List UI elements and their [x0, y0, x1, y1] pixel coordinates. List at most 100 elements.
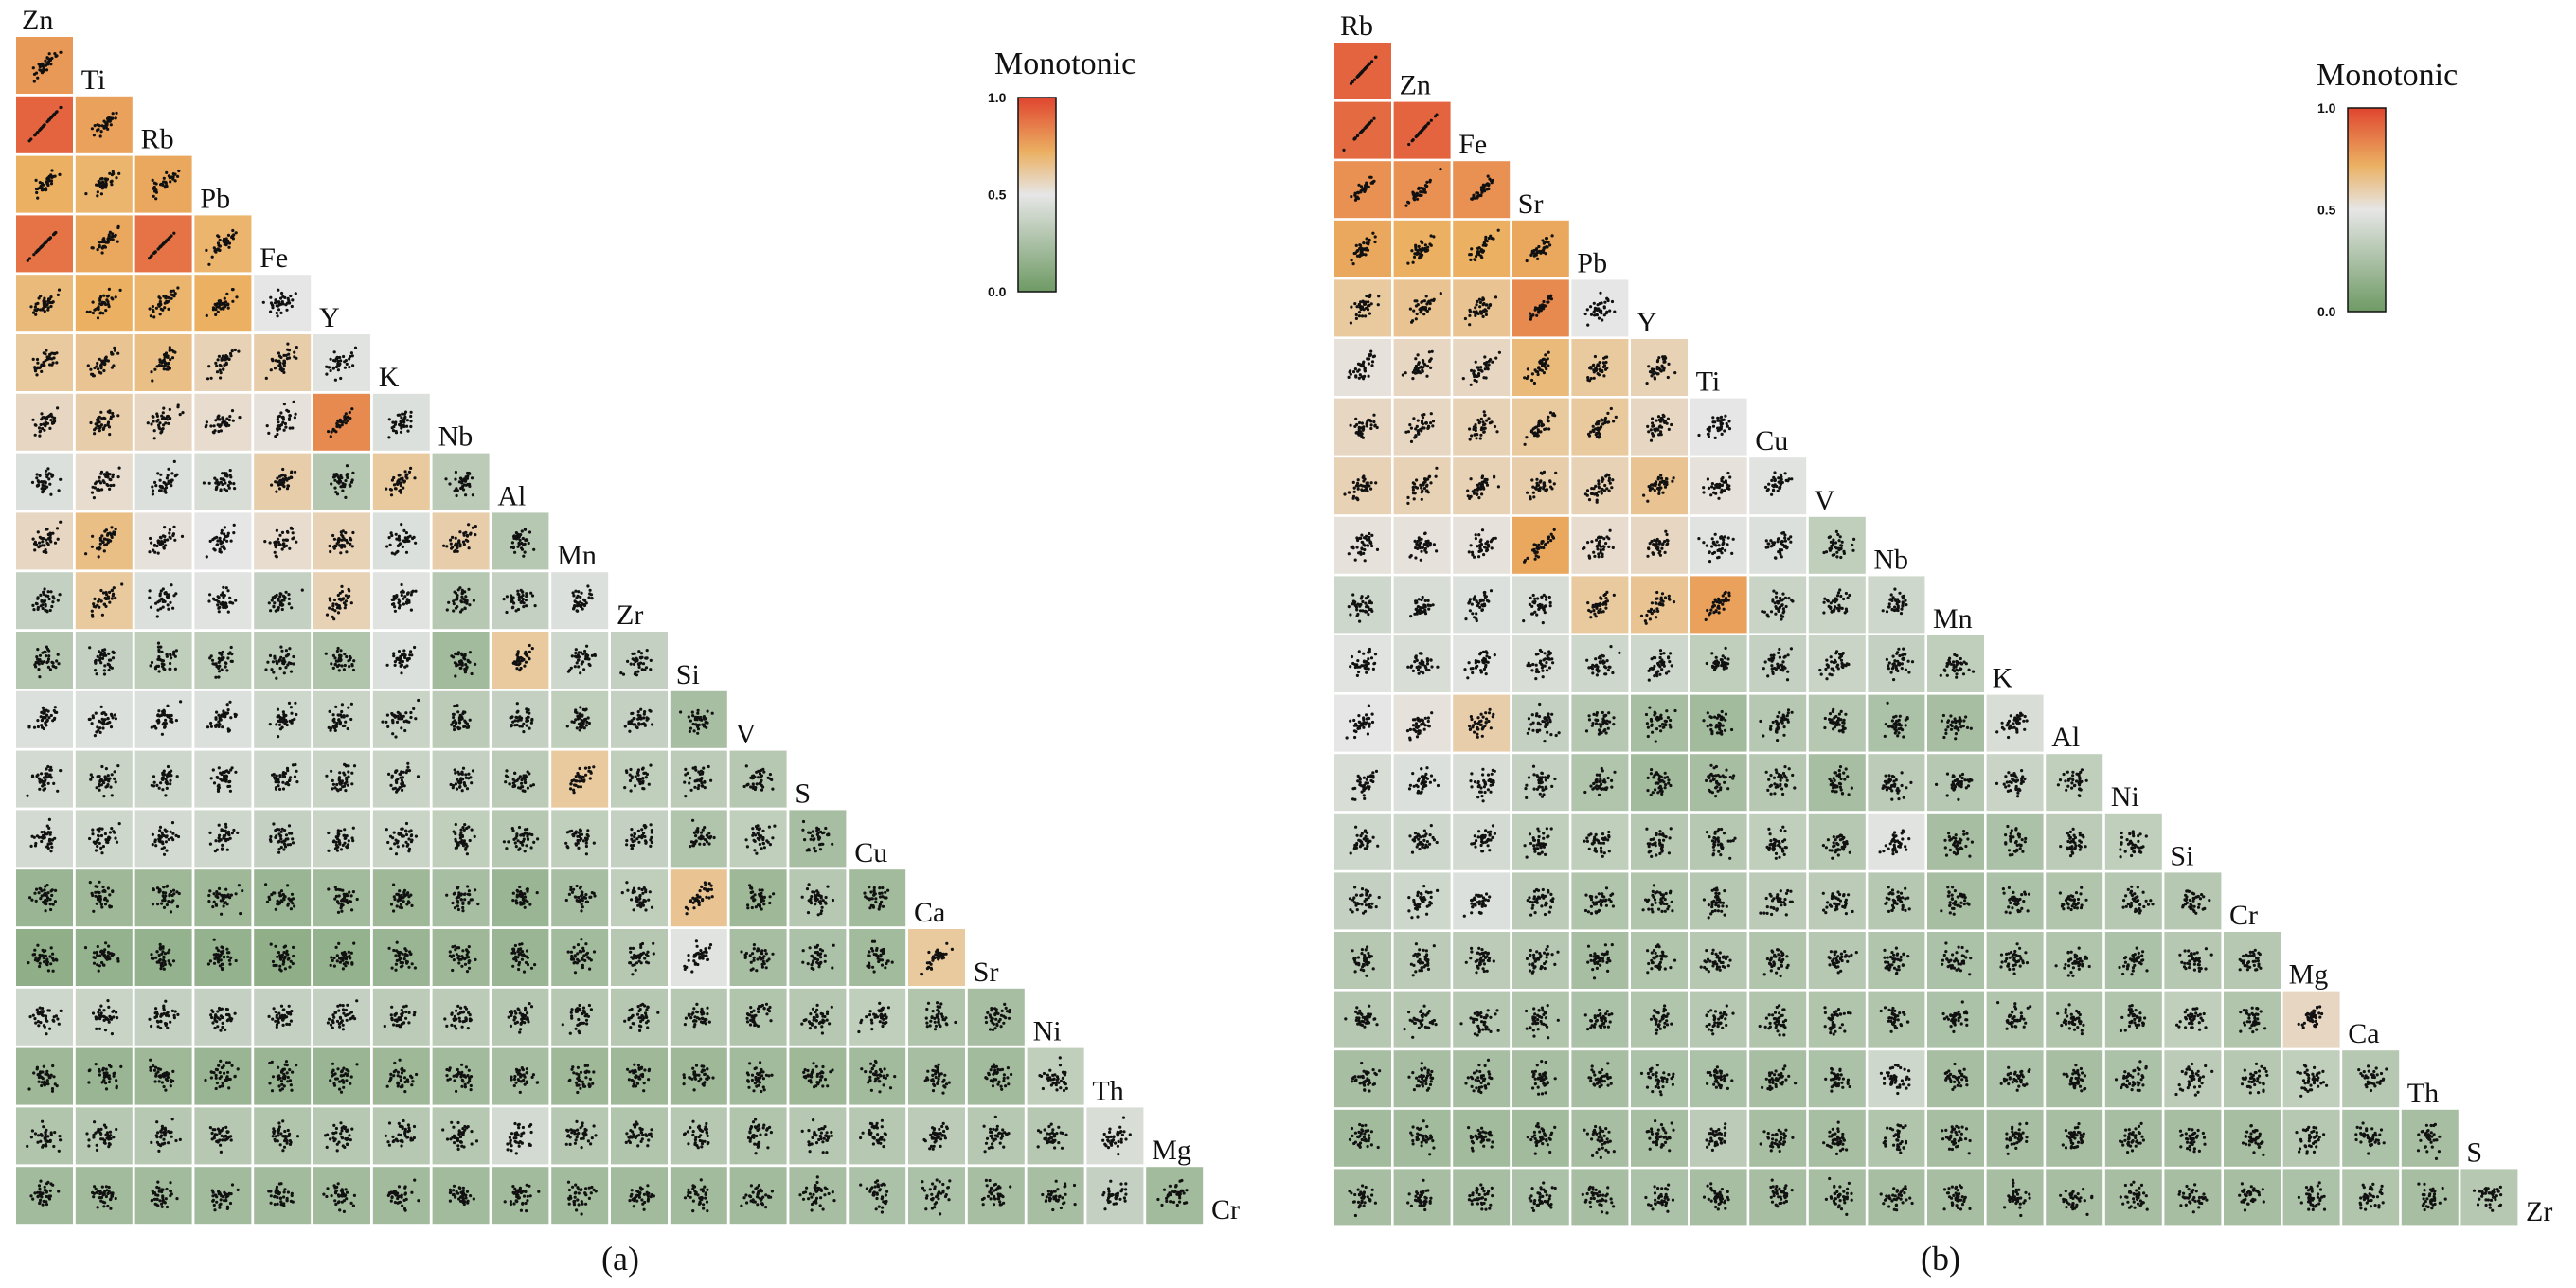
matrix-cell	[1393, 516, 1451, 574]
variable-label: Mn	[557, 540, 597, 571]
variable-label: Y	[319, 302, 340, 333]
matrix-cell	[2046, 1050, 2103, 1108]
matrix-cell	[75, 453, 133, 510]
matrix-cell	[16, 1167, 73, 1225]
matrix-cell	[254, 810, 312, 868]
matrix-cell	[1749, 872, 1807, 930]
matrix-cell	[134, 1047, 192, 1105]
matrix-cell	[16, 334, 73, 391]
matrix-cell	[254, 572, 312, 630]
matrix-cell	[1453, 457, 1511, 515]
variable-label: Cu	[1755, 425, 1788, 456]
matrix-cell	[1808, 694, 1866, 752]
matrix-cell	[492, 750, 549, 808]
matrix-cell	[313, 690, 370, 748]
matrix-cell	[254, 1047, 312, 1105]
matrix-cell	[1453, 635, 1511, 692]
matrix-cell	[1690, 576, 1747, 634]
matrix-cell	[849, 869, 906, 927]
matrix-cell	[313, 393, 370, 451]
matrix-cell	[1808, 872, 1866, 930]
matrix-cell	[254, 275, 312, 332]
variable-label: Zr	[617, 599, 643, 631]
matrix-cell	[611, 1047, 668, 1105]
matrix-cell	[432, 453, 490, 510]
matrix-cell	[789, 869, 847, 927]
matrix-cell	[194, 690, 252, 748]
matrix-cell	[313, 1047, 370, 1105]
matrix-cell	[551, 690, 609, 748]
matrix-cell	[194, 453, 252, 510]
matrix-cell	[16, 810, 73, 868]
matrix-cell	[1927, 813, 1984, 870]
matrix-cell	[908, 988, 965, 1046]
matrix-cell	[1690, 872, 1747, 930]
matrix-cell	[2401, 1109, 2459, 1167]
matrix-cell	[2164, 991, 2222, 1048]
matrix-cell	[1690, 1109, 1747, 1167]
matrix-cell	[75, 96, 133, 153]
matrix-cell	[1631, 516, 1688, 574]
matrix-cell	[1868, 635, 1925, 692]
matrix-cell	[1749, 457, 1807, 515]
matrix-cell	[1986, 872, 2044, 930]
matrix-cell	[1571, 398, 1629, 456]
matrix-cell	[2046, 1169, 2103, 1226]
variable-label: K	[379, 362, 400, 393]
matrix-cell	[432, 1167, 490, 1225]
matrix-cell	[789, 810, 847, 868]
matrix-cell	[1631, 1050, 1688, 1108]
matrix-cell	[194, 512, 252, 570]
matrix-cell	[1027, 1107, 1084, 1165]
matrix-cell	[1868, 1169, 1925, 1226]
matrix-cell	[134, 334, 192, 391]
variable-label: Rb	[1340, 10, 1373, 42]
matrix-cell	[254, 988, 312, 1046]
matrix-cell	[1631, 576, 1688, 634]
matrix-cell	[1690, 754, 1747, 812]
matrix-cell	[1749, 1169, 1807, 1226]
variable-label: Fe	[259, 242, 288, 274]
legend-tick-label: 0.0	[2317, 304, 2336, 319]
matrix-cell	[372, 750, 430, 808]
matrix-cell	[1690, 457, 1747, 515]
matrix-cell	[2046, 872, 2103, 930]
matrix-cell	[967, 1167, 1025, 1225]
matrix-cell	[1571, 932, 1629, 989]
matrix-cell	[16, 929, 73, 986]
matrix-cell	[1512, 1109, 1569, 1167]
matrix-cell	[1334, 43, 1391, 99]
matrix-cell	[134, 929, 192, 986]
variable-label: Ni	[1033, 1016, 1062, 1047]
matrix-cell	[1631, 457, 1688, 515]
matrix-cell	[1749, 932, 1807, 989]
matrix-cell	[1690, 516, 1747, 574]
matrix-cell	[1749, 991, 1807, 1048]
matrix-cell	[1808, 932, 1866, 989]
matrix-cell	[16, 690, 73, 748]
matrix-cell	[1453, 1109, 1511, 1167]
matrix-cell	[1393, 932, 1451, 989]
matrix-cell	[194, 215, 252, 273]
matrix-cell	[1334, 339, 1391, 396]
matrix-cell	[1571, 339, 1629, 396]
matrix-cell	[492, 988, 549, 1046]
matrix-cell	[432, 869, 490, 927]
matrix-cell	[1927, 635, 1984, 692]
matrix-cell	[16, 37, 73, 94]
matrix-cell	[1393, 872, 1451, 930]
matrix-cell	[670, 750, 727, 808]
matrix-cell	[849, 1167, 906, 1225]
matrix-cell	[16, 632, 73, 689]
matrix-cell	[1749, 754, 1807, 812]
matrix-cell	[1690, 1050, 1747, 1108]
variable-label: Sr	[974, 957, 999, 988]
matrix-cell	[1512, 457, 1569, 515]
matrix-cell	[194, 929, 252, 986]
matrix-cell	[1334, 813, 1391, 870]
matrix-cell	[16, 988, 73, 1046]
matrix-cell	[1512, 694, 1569, 752]
matrix-cell	[313, 1107, 370, 1165]
matrix-cell	[194, 632, 252, 689]
variable-label: Zn	[1400, 70, 1431, 101]
